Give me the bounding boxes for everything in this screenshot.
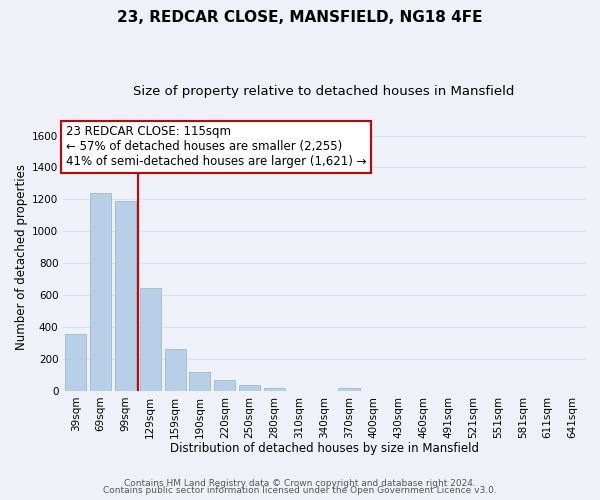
- Bar: [264, 388, 285, 391]
- Bar: [90, 193, 111, 391]
- Text: Contains HM Land Registry data © Crown copyright and database right 2024.: Contains HM Land Registry data © Crown c…: [124, 478, 476, 488]
- X-axis label: Distribution of detached houses by size in Mansfield: Distribution of detached houses by size …: [170, 442, 479, 455]
- Text: 23 REDCAR CLOSE: 115sqm
← 57% of detached houses are smaller (2,255)
41% of semi: 23 REDCAR CLOSE: 115sqm ← 57% of detache…: [66, 126, 367, 168]
- Bar: [190, 372, 211, 391]
- Y-axis label: Number of detached properties: Number of detached properties: [15, 164, 28, 350]
- Bar: [338, 388, 359, 391]
- Bar: [65, 334, 86, 391]
- Bar: [115, 201, 136, 391]
- Text: Contains public sector information licensed under the Open Government Licence v3: Contains public sector information licen…: [103, 486, 497, 495]
- Title: Size of property relative to detached houses in Mansfield: Size of property relative to detached ho…: [133, 85, 515, 98]
- Bar: [214, 380, 235, 391]
- Bar: [140, 288, 161, 391]
- Bar: [164, 350, 185, 391]
- Text: 23, REDCAR CLOSE, MANSFIELD, NG18 4FE: 23, REDCAR CLOSE, MANSFIELD, NG18 4FE: [117, 10, 483, 25]
- Bar: [239, 385, 260, 391]
